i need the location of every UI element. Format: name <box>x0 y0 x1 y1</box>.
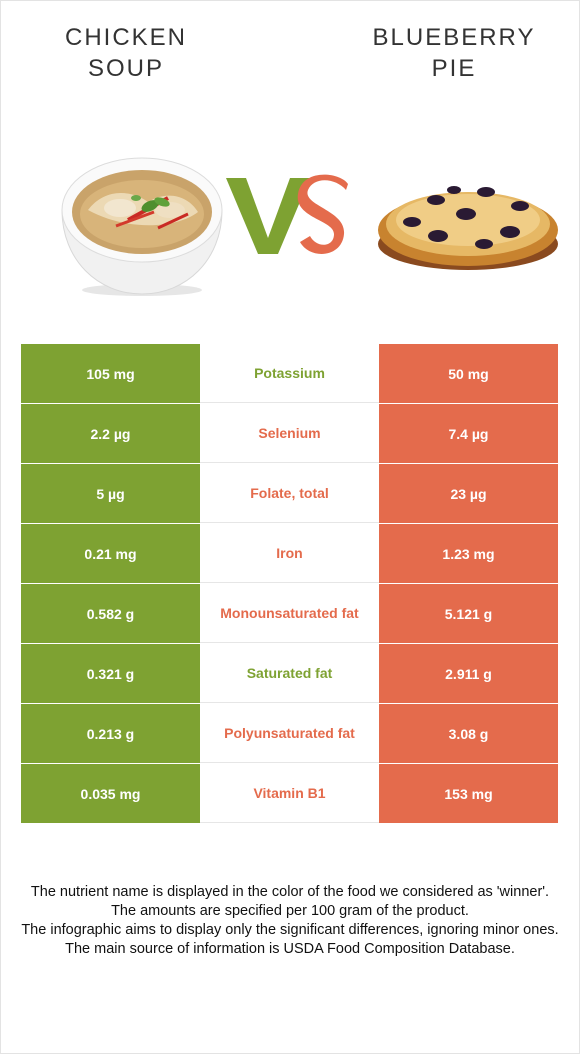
chicken-soup-image <box>61 157 223 296</box>
note-winner-color: The nutrient name is displayed in the co… <box>30 884 550 900</box>
left-food-title: CHICKEN SOUP <box>16 22 236 84</box>
left-food-value: 5 µg <box>21 464 200 523</box>
right-food-title: BLUEBERRY PIE <box>344 22 564 84</box>
comparison-table: 105 mg Potassium 50 mg 2.2 µg Selenium 7.4 µg… <box>21 344 558 824</box>
table-row: 0.321 g Saturated fat 2.911 g <box>21 644 558 704</box>
vs-label <box>226 174 348 254</box>
note-per-100g: The amounts are specified per 100 gram o… <box>111 903 469 919</box>
table-row: 0.035 mg Vitamin B1 153 mg <box>21 764 558 824</box>
footnotes: The nutrient name is displayed in the co… <box>20 883 560 959</box>
right-food-value: 1.23 mg <box>379 524 558 583</box>
table-row: 2.2 µg Selenium 7.4 µg <box>21 404 558 464</box>
right-food-value: 7.4 µg <box>379 404 558 463</box>
left-food-value: 0.321 g <box>21 644 200 703</box>
right-title-line2: PIE <box>431 55 477 82</box>
nutrient-name: Iron <box>200 524 379 583</box>
right-food-value: 50 mg <box>379 344 558 403</box>
left-title-line2: SOUP <box>87 55 164 82</box>
table-row: 0.582 g Monounsaturated fat 5.121 g <box>21 584 558 644</box>
left-title-line1: CHICKEN <box>64 24 187 51</box>
left-food-value: 0.21 mg <box>21 524 200 583</box>
right-title-line1: BLUEBERRY <box>372 24 536 51</box>
table-row: 105 mg Potassium 50 mg <box>21 344 558 404</box>
right-food-value: 5.121 g <box>379 584 558 643</box>
nutrient-name: Vitamin B1 <box>200 764 379 823</box>
right-food-value: 153 mg <box>379 764 558 823</box>
right-food-value: 2.911 g <box>379 644 558 703</box>
table-row: 0.21 mg Iron 1.23 mg <box>21 524 558 584</box>
nutrient-name: Saturated fat <box>200 644 379 703</box>
right-food-value: 3.08 g <box>379 704 558 763</box>
nutrient-name: Selenium <box>200 404 379 463</box>
nutrient-name: Folate, total <box>200 464 379 523</box>
table-row: 0.213 g Polyunsaturated fat 3.08 g <box>21 704 558 764</box>
nutrient-name: Monounsaturated fat <box>200 584 379 643</box>
table-row: 5 µg Folate, total 23 µg <box>21 464 558 524</box>
note-data-source: The main source of information is USDA F… <box>65 941 515 957</box>
blueberry-pie-image <box>378 186 558 270</box>
left-food-value: 0.213 g <box>21 704 200 763</box>
left-food-value: 2.2 µg <box>21 404 200 463</box>
right-food-value: 23 µg <box>379 464 558 523</box>
nutrient-name: Polyunsaturated fat <box>200 704 379 763</box>
nutrient-name: Potassium <box>200 344 379 403</box>
left-food-value: 0.582 g <box>21 584 200 643</box>
left-food-value: 105 mg <box>21 344 200 403</box>
note-significant-differences: The infographic aims to display only the… <box>21 922 559 938</box>
left-food-value: 0.035 mg <box>21 764 200 823</box>
